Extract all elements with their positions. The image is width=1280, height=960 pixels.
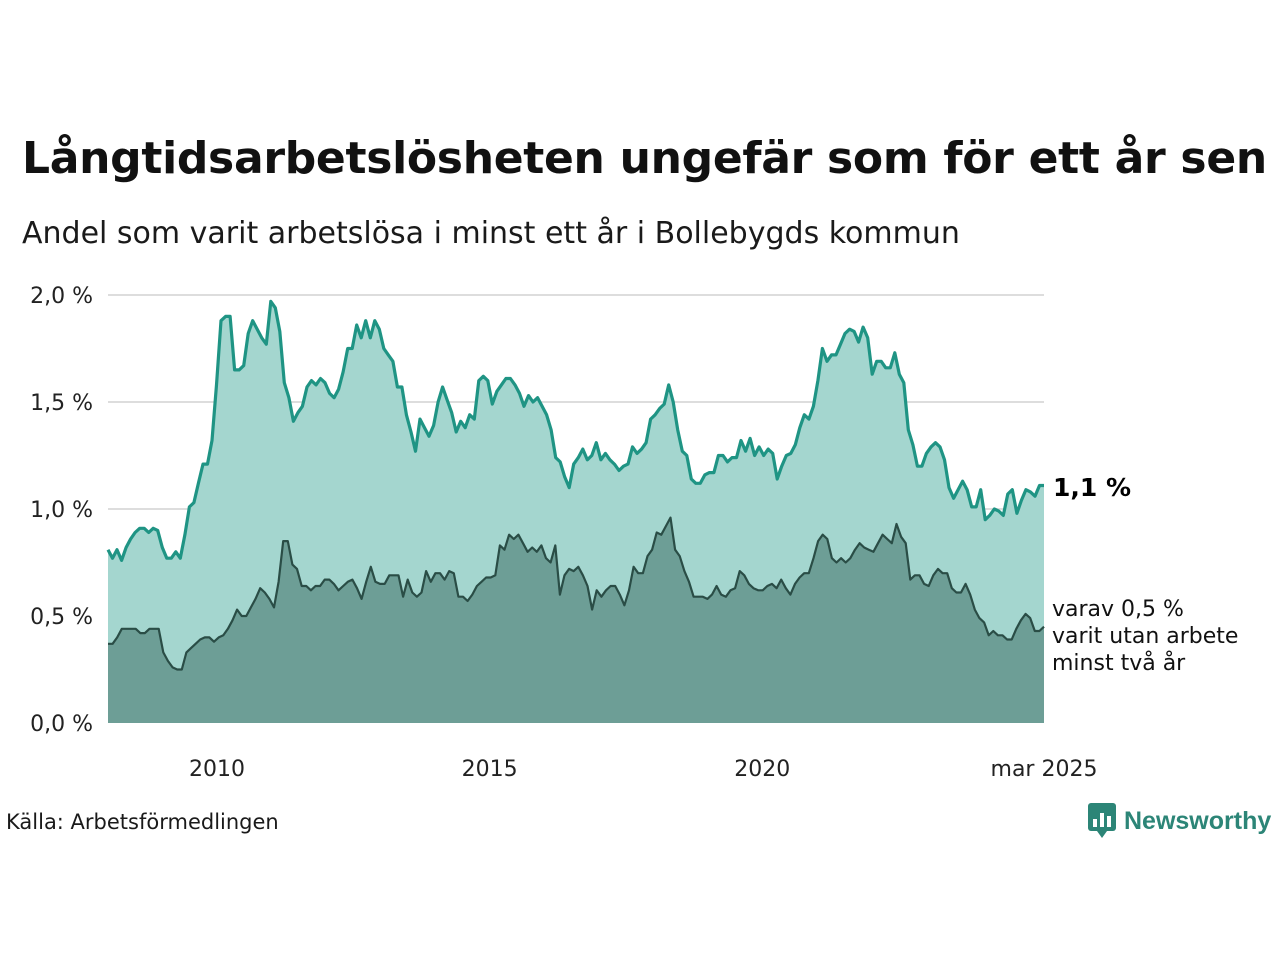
y-tick-label: 2,0 %	[30, 284, 93, 309]
chart-title: Långtidsarbetslösheten ungefär som för e…	[22, 133, 1267, 184]
y-tick-label: 0,5 %	[30, 605, 93, 630]
newsworthy-logo-icon	[1088, 803, 1116, 838]
long-term-series-end-label-line2: varit utan arbete	[1052, 624, 1238, 649]
end-labels: 1,1 % varav 0,5 % varit utan arbete mins…	[1052, 473, 1238, 676]
x-tick-label: 2015	[462, 757, 518, 782]
brand-name: Newsworthy	[1124, 806, 1272, 835]
chart-lines	[106, 299, 1045, 671]
long-term-series-end-label-line3: minst två år	[1052, 650, 1186, 676]
brand-logo: Newsworthy	[1088, 803, 1271, 839]
x-axis: 2010 2015 2020 mar 2025	[189, 757, 1097, 782]
x-tick-label: 2020	[734, 757, 790, 782]
x-tick-label: mar 2025	[991, 757, 1098, 782]
long-term-unemployment-area	[108, 517, 1044, 723]
y-tick-label: 0,0 %	[30, 712, 93, 737]
long-term-unemployment-line	[108, 516, 1045, 671]
chart-areas	[108, 301, 1044, 723]
total-series-end-label: 1,1 %	[1053, 473, 1131, 502]
y-tick-label: 1,0 %	[30, 498, 93, 523]
long-term-series-end-label-line1: varav 0,5 %	[1052, 597, 1184, 622]
y-axis: 0,0 % 0,5 % 1,0 % 1,5 % 2,0 %	[30, 284, 93, 737]
chart-subtitle: Andel som varit arbetslösa i minst ett å…	[22, 216, 960, 251]
x-tick-label: 2010	[189, 757, 245, 782]
y-tick-label: 1,5 %	[30, 391, 93, 416]
area-chart: 0,0 % 0,5 % 1,0 % 1,5 % 2,0 % 2010 2015 2020 ma…	[30, 284, 1238, 782]
total-unemployment-line	[106, 299, 1044, 562]
source-note: Källa: Arbetsförmedlingen	[6, 810, 279, 834]
